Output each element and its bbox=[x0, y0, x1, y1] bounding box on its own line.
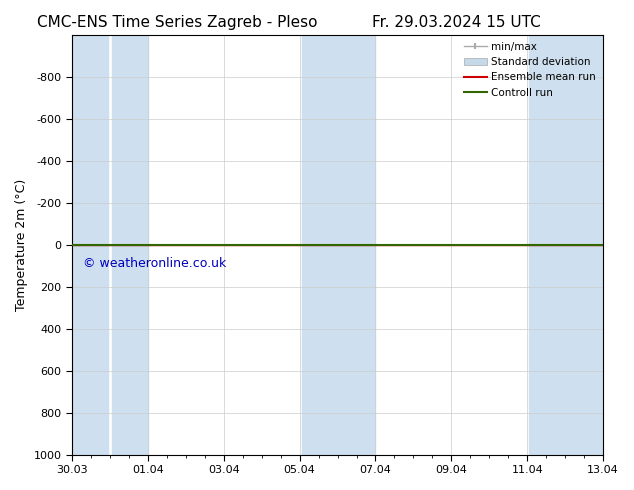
Bar bbox=[339, 35, 375, 455]
Y-axis label: Temperature 2m (°C): Temperature 2m (°C) bbox=[15, 178, 28, 311]
Text: © weatheronline.co.uk: © weatheronline.co.uk bbox=[82, 257, 226, 270]
Bar bbox=[112, 35, 148, 455]
Bar bbox=[72, 35, 108, 455]
Text: CMC-ENS Time Series Zagreb - Pleso: CMC-ENS Time Series Zagreb - Pleso bbox=[37, 15, 318, 30]
Text: Fr. 29.03.2024 15 UTC: Fr. 29.03.2024 15 UTC bbox=[372, 15, 541, 30]
Bar bbox=[529, 35, 622, 455]
Bar bbox=[302, 35, 337, 455]
Legend: min/max, Standard deviation, Ensemble mean run, Controll run: min/max, Standard deviation, Ensemble me… bbox=[460, 38, 600, 102]
